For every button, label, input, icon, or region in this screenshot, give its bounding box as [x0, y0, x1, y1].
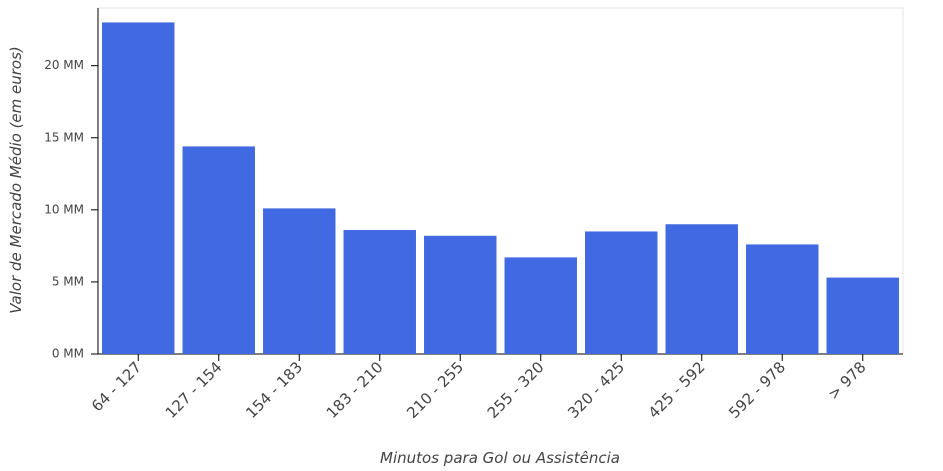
y-tick-label: 5 MM — [52, 274, 84, 288]
bar — [826, 277, 899, 354]
bar — [182, 146, 255, 354]
bar — [746, 244, 819, 354]
bar — [263, 208, 336, 354]
y-tick-label: 15 MM — [44, 130, 84, 144]
x-tick-label: 64 - 127 — [88, 358, 145, 415]
y-tick-label: 0 MM — [52, 347, 84, 361]
x-tick-label: 255 - 320 — [484, 358, 548, 422]
bar — [343, 230, 416, 354]
bar — [585, 231, 658, 354]
x-axis-title: Minutos para Gol ou Assistência — [380, 449, 620, 467]
bar — [504, 257, 577, 354]
bar — [665, 224, 738, 354]
x-tick-label: 425 - 592 — [645, 358, 709, 422]
x-tick-label: 127 - 154 — [162, 358, 226, 422]
y-axis-title: Valor de Mercado Médio (em euros) — [7, 46, 25, 314]
bar — [102, 22, 175, 355]
x-tick-label: 210 - 255 — [403, 358, 467, 422]
x-tick-label: 592 - 978 — [725, 358, 789, 422]
bar — [424, 235, 497, 354]
y-tick-label: 10 MM — [44, 202, 84, 216]
x-tick-label: 183 - 210 — [323, 358, 387, 422]
y-tick-label: 20 MM — [44, 58, 84, 72]
x-tick-label: 320 - 425 — [564, 358, 628, 422]
x-tick-label: > 978 — [824, 358, 869, 403]
x-tick-label: 154 - 183 — [242, 358, 306, 422]
